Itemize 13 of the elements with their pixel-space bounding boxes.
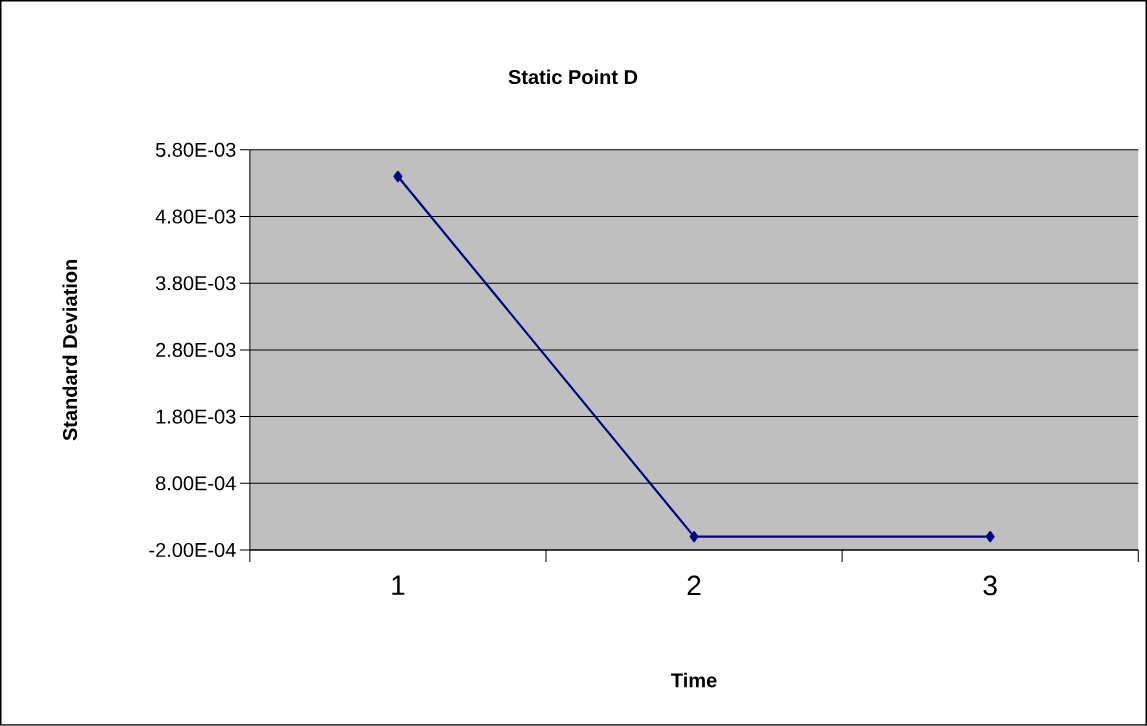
- y-tick-label: -2.00E-04: [149, 543, 236, 558]
- x-tick-label: 2: [687, 575, 701, 596]
- y-tick-label: 2.80E-03: [156, 342, 236, 358]
- y-axis-title: Standard Deviation: [62, 260, 78, 441]
- y-tick-label: 5.80E-03: [155, 142, 236, 157]
- y-tick-label: 3.80E-03: [155, 276, 236, 291]
- x-tick-label: 1: [392, 575, 405, 595]
- chart-title: Static Point D: [508, 69, 638, 85]
- y-tick-label: 4.80E-03: [155, 209, 236, 224]
- x-axis-title: Time: [671, 672, 717, 688]
- x-tick-label: 3: [983, 575, 997, 596]
- y-tick-label: 8.00E-04: [155, 476, 236, 491]
- y-tick-label: 1.80E-03: [156, 409, 236, 424]
